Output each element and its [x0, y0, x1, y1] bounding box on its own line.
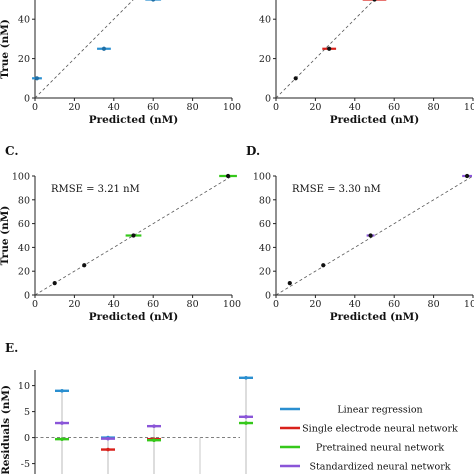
panel-e-y-tick-label: -5: [21, 459, 30, 470]
panel-1-x-tick-label: 40: [108, 102, 120, 113]
panel-3-x-tick-label: 40: [108, 299, 120, 310]
legend-label: Standardized neural network: [309, 462, 450, 473]
panel-1-x-tick-label: 60: [147, 102, 159, 113]
panel-3-y-tick-label: 0: [24, 291, 30, 302]
panel-e-residual-point: [106, 436, 110, 441]
panel-1-x-tick-label: 0: [32, 102, 38, 113]
panel-3-data-point: [225, 173, 231, 179]
panel-2-x-tick-label: 40: [349, 102, 361, 113]
panel-4-y-tick-label: 60: [259, 219, 271, 230]
panel-4-y-tick-label: 40: [259, 243, 271, 254]
panel-3-y-tick-label: 60: [18, 219, 30, 230]
panel-e-residual-point: [244, 421, 248, 425]
panel-4-rmse-text: RMSE = 3.30 nM: [292, 184, 381, 195]
panel-4-data-point: [321, 263, 326, 268]
panel-e-residual-point: [152, 438, 156, 443]
panel-2-y-tick-label: 20: [259, 54, 271, 65]
panel-2-data-point: [372, 0, 377, 2]
panel-4-x-tick-label: 100: [464, 299, 474, 310]
panel-1-x-tick-label: 80: [187, 102, 199, 113]
panel-4-y-tick-label: 80: [259, 195, 271, 206]
panel-3-y-label: True (nM): [0, 206, 11, 266]
panel-1-identity-line: [35, 0, 134, 98]
panel-3-x-tick-label: 0: [32, 299, 38, 310]
panel-3-data-point: [52, 281, 57, 286]
panel-e-residual-point: [244, 415, 248, 419]
panel-3-y-tick-label: 100: [12, 172, 30, 183]
panel-4-x-tick-label: 0: [273, 299, 279, 310]
panel-1-y-tick-label: 20: [18, 54, 30, 65]
panel-e-y-tick-label: 0: [24, 433, 30, 444]
panel-4-x-tick-label: 20: [309, 299, 321, 310]
panel-1-x-label: Predicted (nM): [89, 114, 179, 126]
panel-1-y-tick-label: 0: [24, 94, 30, 105]
panel-4-x-label: Predicted (nM): [330, 311, 420, 323]
panel-4-x-tick-label: 40: [349, 299, 361, 310]
panel-e-y-label: Residuals (nM): [0, 385, 12, 474]
panel-2-x-label: Predicted (nM): [330, 114, 420, 126]
panel-e-residual-point: [60, 437, 64, 441]
panel-2-y-tick-label: 40: [259, 15, 271, 26]
panel-2-y-tick-label: 0: [265, 94, 271, 105]
panel-4-y-tick-label: 20: [259, 267, 271, 278]
panel-3-rmse-text: RMSE = 3.21 nM: [51, 184, 140, 195]
panel-e-residual-point: [244, 376, 248, 380]
panel-3-x-tick-label: 100: [223, 299, 241, 310]
panel-4-panel-label: D.: [246, 144, 260, 158]
panel-4-y-tick-label: 0: [265, 291, 271, 302]
panel-2-x-tick-label: 60: [388, 102, 400, 113]
panel-1-x-tick-label: 100: [223, 102, 241, 113]
panel-3-data-point: [131, 233, 136, 238]
panel-e-residual-point: [152, 424, 156, 428]
panel-1-x-tick-label: 20: [68, 102, 80, 113]
panel-3-x-tick-label: 20: [68, 299, 80, 310]
panel-4-data-point: [464, 173, 470, 179]
panel-3-x-tick-label: 60: [147, 299, 159, 310]
panel-e-y-tick-label: 5: [24, 407, 30, 418]
panel-2-x-tick-label: 100: [464, 102, 474, 113]
panel-1-data-point: [151, 0, 156, 2]
panel-2-x-tick-label: 20: [309, 102, 321, 113]
panel-3-panel-label: C.: [5, 144, 19, 158]
panel-3-y-tick-label: 40: [18, 243, 30, 254]
panel-2-data-point: [327, 46, 332, 51]
panel-3-y-tick-label: 80: [18, 195, 30, 206]
panel-e-label: E.: [5, 341, 18, 355]
panel-e-y-tick-label: 10: [18, 381, 30, 392]
panel-1-y-label: True (nM): [0, 19, 11, 79]
panel-4-data-point: [287, 281, 292, 286]
legend-label: Linear regression: [337, 405, 422, 416]
legend-label: Pretrained neural network: [316, 443, 445, 454]
panel-3-y-tick-label: 20: [18, 267, 30, 278]
panel-1-data-point: [101, 46, 107, 51]
panel-e-residual-point: [60, 389, 64, 393]
panel-2-identity-line: [276, 0, 375, 98]
panel-3-x-tick-label: 80: [187, 299, 199, 310]
panel-3-x-label: Predicted (nM): [89, 311, 179, 323]
panel-1-data-point: [34, 76, 40, 81]
panel-2-x-tick-label: 0: [273, 102, 279, 113]
panel-2-x-tick-label: 80: [428, 102, 440, 113]
panel-2-data-point: [293, 76, 298, 81]
panel-4-data-point: [368, 233, 373, 238]
panel-4-x-tick-label: 60: [388, 299, 400, 310]
panel-e-residual-point: [106, 447, 110, 452]
panel-3-data-point: [82, 263, 87, 268]
panel-4-x-tick-label: 80: [428, 299, 440, 310]
legend-label: Single electrode neural network: [302, 424, 458, 435]
panel-e-residual-point: [60, 421, 64, 425]
panel-1-y-tick-label: 40: [18, 15, 30, 26]
panel-4-y-tick-label: 100: [253, 172, 271, 183]
